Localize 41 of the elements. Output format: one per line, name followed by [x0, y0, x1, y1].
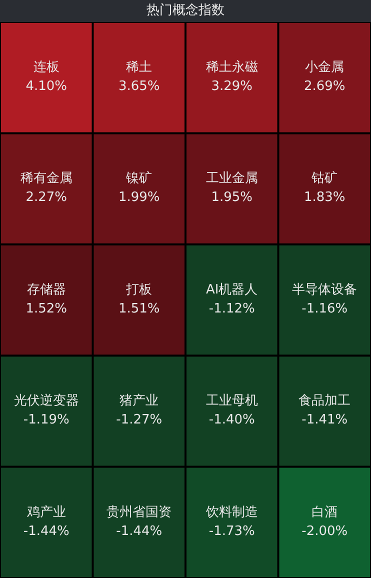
category-label: 稀土	[126, 60, 152, 75]
data-label: -1.73%	[208, 524, 255, 539]
category-label: 白酒	[312, 504, 338, 520]
data-label: 2.69%	[304, 78, 346, 94]
data-label: 1.52%	[26, 301, 68, 316]
data-label: 1.99%	[118, 190, 160, 206]
category-label: AI机器人	[206, 282, 258, 298]
data-label: 1.83%	[304, 190, 346, 206]
category-label: 饮料制造	[204, 504, 258, 520]
data-label: -2.00%	[302, 524, 348, 539]
category-label: 钴矿	[310, 171, 338, 186]
data-label: 2.27%	[26, 190, 68, 206]
category-label: 镍矿	[125, 171, 152, 186]
category-label: 连板	[33, 60, 60, 75]
data-label: 3.65%	[118, 78, 160, 94]
data-label: -1.40%	[208, 412, 255, 428]
data-label: -1.12%	[208, 301, 255, 316]
data-label: 1.51%	[118, 301, 160, 316]
category-label: 稀有金属	[20, 171, 72, 186]
category-label: 猪产业	[120, 394, 159, 409]
category-label: 工业金属	[206, 171, 258, 186]
data-label: 3.29%	[211, 78, 253, 94]
category-label: 食品加工	[298, 394, 351, 409]
category-label: 光伏逆变器	[14, 394, 79, 409]
data-label: -1.16%	[302, 301, 348, 316]
category-label: 工业母机	[206, 394, 258, 409]
category-label: 鸡产业	[26, 504, 66, 520]
category-label: 打板	[125, 282, 152, 298]
data-label: -1.41%	[302, 412, 348, 428]
category-label: 存储器	[26, 282, 66, 298]
category-label: 贵州省国资	[106, 504, 172, 520]
data-label: -1.19%	[23, 412, 70, 428]
category-label: 稀土永磁	[206, 58, 258, 75]
data-label: -1.44%	[116, 524, 162, 539]
data-label: 1.95%	[211, 190, 253, 206]
category-label: 小金属	[305, 60, 344, 75]
data-label: -1.44%	[23, 524, 70, 539]
text: 热门概念指数	[0, 0, 371, 22]
category-label: 半导体设备	[292, 282, 358, 298]
data-label: -1.27%	[116, 412, 162, 428]
data-label: 4.10%	[26, 78, 68, 94]
